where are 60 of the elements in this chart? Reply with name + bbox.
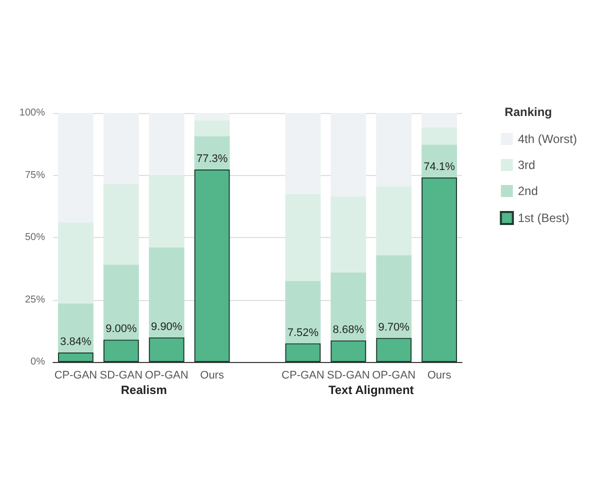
bar [103,340,139,362]
bar [148,175,184,248]
bar [194,170,230,362]
x-tick-label: OP-GAN [144,370,188,382]
bar [376,186,412,256]
data-label: 77.3% [196,153,228,166]
y-tick-label: 50% [24,232,46,243]
data-label: 7.52% [287,326,319,339]
bar [58,352,94,362]
x-tick-label: Ours [200,370,224,382]
bar [285,281,321,344]
bar [285,343,321,362]
bar [422,144,457,178]
bar [194,120,230,136]
data-label: 3.84% [60,336,92,348]
x-tick-label: SD-GAN [100,370,143,382]
bar [148,247,184,338]
legend-label: 1st (Best) [518,211,570,225]
bar [376,338,412,362]
data-label: 8.68% [332,324,364,336]
data-label: 9.90% [151,320,182,333]
legend-label: 2nd [518,184,538,198]
bar [58,113,94,222]
y-tick-label: 0% [30,356,46,368]
text: Text Alignment [328,383,414,397]
data-label: 74.1% [424,160,456,173]
bar [285,194,321,282]
text: Realism [120,383,167,397]
bar [58,303,94,352]
bar [148,337,184,362]
bar [376,255,412,338]
y-tick-label: 75% [24,170,46,181]
bar [330,272,366,340]
legend-label: 4th (Worst) [518,132,578,146]
bar [330,340,366,362]
bar [422,177,457,362]
x-tick-label: CP-GAN [282,370,324,382]
bar [194,136,230,170]
x-tick-label: OP-GAN [372,370,416,382]
x-tick-label: Ours [427,370,452,382]
bar [194,113,230,120]
y-tick-label: 100% [19,108,46,118]
data-label: 9.70% [378,321,410,334]
bar [422,127,457,145]
data-label: 9.00% [106,323,137,336]
bar [330,113,366,196]
bar [103,113,139,184]
bar [103,184,139,265]
bar [58,222,94,304]
bar [376,113,412,186]
bar [285,113,321,194]
bar [103,264,139,340]
x-tick-label: SD-GAN [327,370,370,382]
legend-title: Ranking [504,105,552,119]
bar [330,196,366,272]
x-tick-label: CP-GAN [54,370,98,382]
bar [422,113,457,128]
y-tick-label: 25% [24,294,46,306]
bar [148,113,184,175]
legend-label: 3rd [518,158,536,172]
